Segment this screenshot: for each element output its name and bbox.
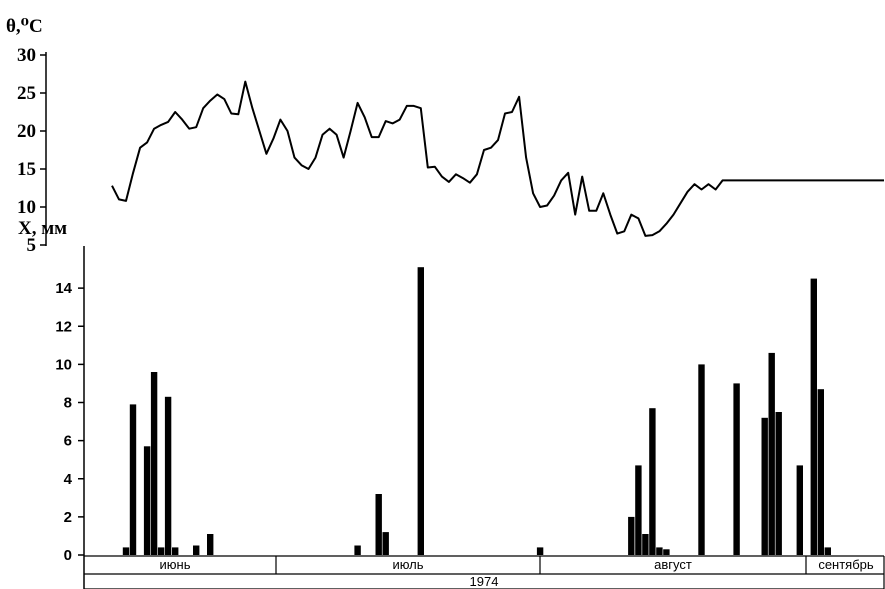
precipitation-bar — [157, 547, 165, 555]
precipitation-bar — [164, 396, 172, 555]
precipitation-bar — [775, 412, 782, 555]
precipitation-bar — [698, 364, 705, 555]
temperature-tick-label: 5 — [27, 235, 37, 256]
precipitation-bar — [642, 534, 649, 555]
precipitation-bar — [656, 547, 663, 555]
precipitation-bar — [375, 494, 382, 555]
precipitation-bar — [663, 549, 670, 555]
precipitation-tick-label: 0 — [64, 547, 72, 564]
precipitation-bar — [207, 534, 214, 555]
precipitation-bar — [761, 417, 768, 556]
precipitation-bar — [733, 383, 740, 555]
precipitation-panel: X, мм 0 2 4 6 8 10 12 14 — [18, 218, 831, 589]
temperature-tick-label: 30 — [17, 45, 36, 66]
month-band: июнь июль август сентябрь 1974 — [84, 555, 885, 589]
precipitation-bar — [122, 547, 130, 555]
precipitation-bar — [628, 516, 635, 555]
temperature-tick-label: 15 — [17, 159, 36, 180]
precipitation-tick-label: 8 — [64, 395, 72, 412]
temperature-tick-label: 20 — [17, 121, 36, 142]
precipitation-bar — [796, 465, 803, 555]
temperature-tick-label: 25 — [17, 83, 36, 104]
year-label: 1974 — [470, 574, 499, 589]
precipitation-tick-label: 12 — [55, 318, 72, 335]
precipitation-ticks: 0 2 4 6 8 10 12 14 — [55, 280, 84, 564]
month-label-july: июль — [392, 557, 423, 572]
precipitation-bar — [382, 532, 389, 555]
precipitation-bar — [150, 372, 158, 555]
precipitation-bar — [354, 545, 361, 555]
precipitation-bars — [122, 267, 831, 556]
temperature-panel: θ,⁰C 5 10 15 20 25 30 — [6, 16, 884, 256]
precipitation-tick-label: 10 — [55, 356, 72, 373]
precipitation-tick-label: 4 — [64, 471, 73, 488]
precipitation-bar — [536, 547, 544, 555]
precipitation-bar — [817, 389, 824, 555]
precipitation-tick-label: 6 — [64, 433, 72, 450]
precipitation-bar — [143, 446, 151, 555]
month-label-september: сентябрь — [818, 557, 874, 572]
precipitation-tick-label: 2 — [64, 509, 72, 526]
temperature-ticks: 5 10 15 20 25 30 — [17, 45, 46, 256]
precipitation-bar — [193, 545, 200, 555]
precipitation-bar — [635, 465, 642, 555]
precipitation-bar — [417, 267, 424, 555]
precipitation-tick-label: 14 — [55, 280, 72, 297]
precipitation-axis-title: X, мм — [18, 218, 67, 239]
precipitation-bar — [129, 404, 137, 555]
precipitation-bar — [768, 352, 775, 555]
month-label-june: июнь — [160, 557, 191, 572]
precipitation-bar — [172, 547, 179, 555]
temperature-series-line — [111, 80, 884, 237]
precipitation-bar — [824, 547, 831, 555]
month-label-august: август — [654, 557, 692, 572]
precipitation-bar — [810, 278, 817, 555]
temperature-tick-label: 10 — [17, 197, 36, 218]
precipitation-bar — [649, 408, 656, 555]
temperature-axis-title: θ,⁰C — [6, 16, 43, 37]
